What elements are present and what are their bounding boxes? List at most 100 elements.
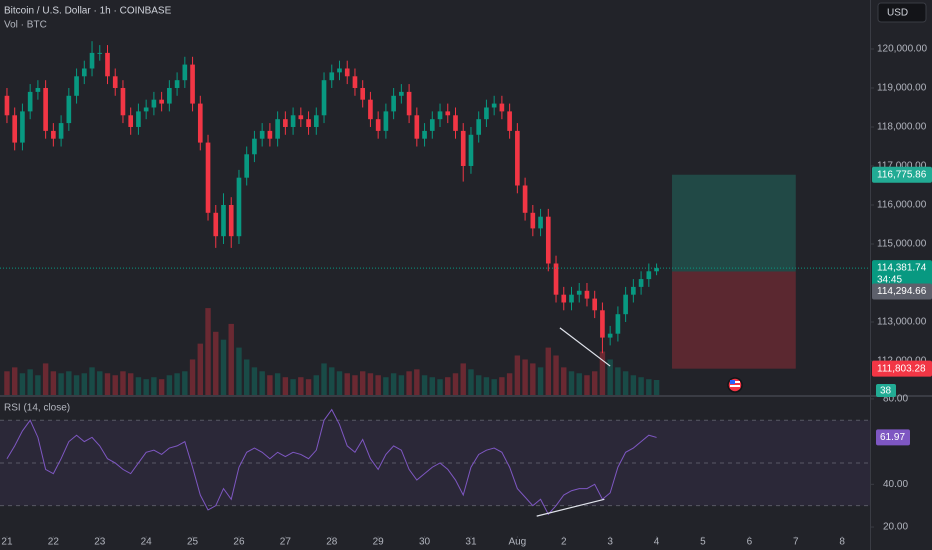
- candle-body: [576, 290, 582, 295]
- volume-tag-bg: [876, 384, 896, 397]
- volume-bar: [329, 367, 335, 395]
- volume-bar: [398, 375, 405, 395]
- volume-bar: [282, 377, 289, 395]
- candle-body: [468, 134, 474, 166]
- candle-body: [414, 115, 420, 139]
- candle-body: [20, 111, 25, 143]
- volume-tag: 38: [880, 386, 892, 397]
- volume-bar: [383, 377, 389, 395]
- candle-body: [553, 263, 559, 295]
- volume-bar: [622, 371, 629, 395]
- volume-bar: [66, 371, 72, 395]
- candle-body: [35, 87, 41, 92]
- candle-body: [313, 115, 319, 127]
- candle-body: [646, 271, 652, 280]
- candle-body: [298, 115, 304, 120]
- x-tick-label: 8: [839, 537, 845, 548]
- candle-body: [228, 204, 234, 237]
- candle-body: [58, 123, 64, 139]
- rsi-tick-label: 20.00: [883, 522, 908, 533]
- candle-body: [27, 91, 33, 112]
- candle-body: [538, 216, 543, 229]
- x-tick-label: Aug: [508, 537, 526, 548]
- candle-body: [197, 103, 203, 143]
- candle-body: [515, 130, 520, 186]
- volume-bar: [4, 371, 10, 395]
- volume-bar: [274, 373, 281, 395]
- candle-body: [445, 111, 451, 116]
- stop-tag-bg: [872, 360, 932, 377]
- entry-tag-bg: [872, 283, 932, 300]
- volume-bar: [158, 379, 165, 395]
- volume-bar: [506, 373, 513, 395]
- candle-body: [143, 107, 149, 112]
- candle-body: [615, 314, 621, 334]
- volume-bar: [205, 308, 211, 395]
- rsi-tag-bg: [876, 429, 910, 446]
- volume-bar: [599, 351, 606, 395]
- candle-body: [283, 119, 288, 127]
- volume-bar: [321, 363, 327, 395]
- volume-bar: [475, 375, 482, 395]
- candle-body: [275, 119, 280, 139]
- candle-body: [321, 80, 327, 116]
- candle-body: [607, 333, 613, 338]
- volume-bar: [189, 359, 196, 395]
- candle-body: [422, 130, 427, 139]
- countdown: 34:45: [877, 275, 902, 286]
- volume-bar: [375, 375, 381, 395]
- volume-bar: [646, 379, 652, 395]
- event-flag[interactable]: [727, 377, 743, 393]
- candle-body: [128, 115, 134, 127]
- candle-body: [337, 68, 342, 73]
- y-tick-label: 113,000.00: [877, 317, 927, 328]
- x-tick-label: 27: [280, 537, 292, 548]
- y-tick-label: 117,000.00: [877, 161, 927, 172]
- volume-bar: [97, 371, 103, 395]
- volume-bar: [553, 355, 559, 395]
- x-tick-label: 2: [561, 537, 567, 548]
- x-tick-label: 23: [94, 537, 106, 548]
- volume-bar: [35, 375, 41, 395]
- candle-body: [51, 130, 56, 139]
- candle-body: [375, 119, 381, 131]
- volume-bar: [298, 377, 304, 395]
- volume-bar: [545, 347, 551, 395]
- candle-body: [522, 185, 528, 213]
- currency-label[interactable]: USD: [887, 8, 908, 19]
- volume-bar: [414, 369, 420, 395]
- volume-bar: [267, 375, 273, 395]
- volume-bar: [89, 367, 95, 395]
- volume-bar: [290, 379, 296, 395]
- candle-body: [654, 268, 659, 272]
- volume-bar: [514, 355, 521, 395]
- volume-bar: [352, 375, 358, 395]
- volume-bar: [499, 377, 505, 395]
- last-price-tag-bg: [872, 260, 932, 289]
- volume-bar: [522, 359, 528, 395]
- currency-button[interactable]: [877, 2, 927, 23]
- candle-body: [43, 87, 48, 131]
- volume-bar: [305, 379, 312, 395]
- candle-body: [329, 72, 335, 81]
- volume-bar: [143, 379, 149, 395]
- volume-bar: [11, 367, 18, 395]
- rsi-pane: [0, 408, 870, 517]
- candle-body: [105, 52, 110, 77]
- y-tick-label: 118,000.00: [877, 122, 927, 133]
- volume-bar: [313, 375, 319, 395]
- volume-bar: [243, 359, 250, 395]
- volume-bar: [367, 373, 374, 395]
- volume-bar: [653, 379, 660, 395]
- volume-bar: [104, 373, 111, 395]
- stop-tag: 111,803.28: [877, 363, 926, 374]
- volume-bar: [174, 373, 180, 395]
- rsi-trend-line: [536, 498, 605, 517]
- rsi-title: RSI (14, close): [4, 403, 70, 414]
- volume-bar: [584, 375, 590, 395]
- volume-bar: [251, 367, 258, 395]
- trend-line: [559, 327, 611, 367]
- volume-bar: [50, 371, 57, 395]
